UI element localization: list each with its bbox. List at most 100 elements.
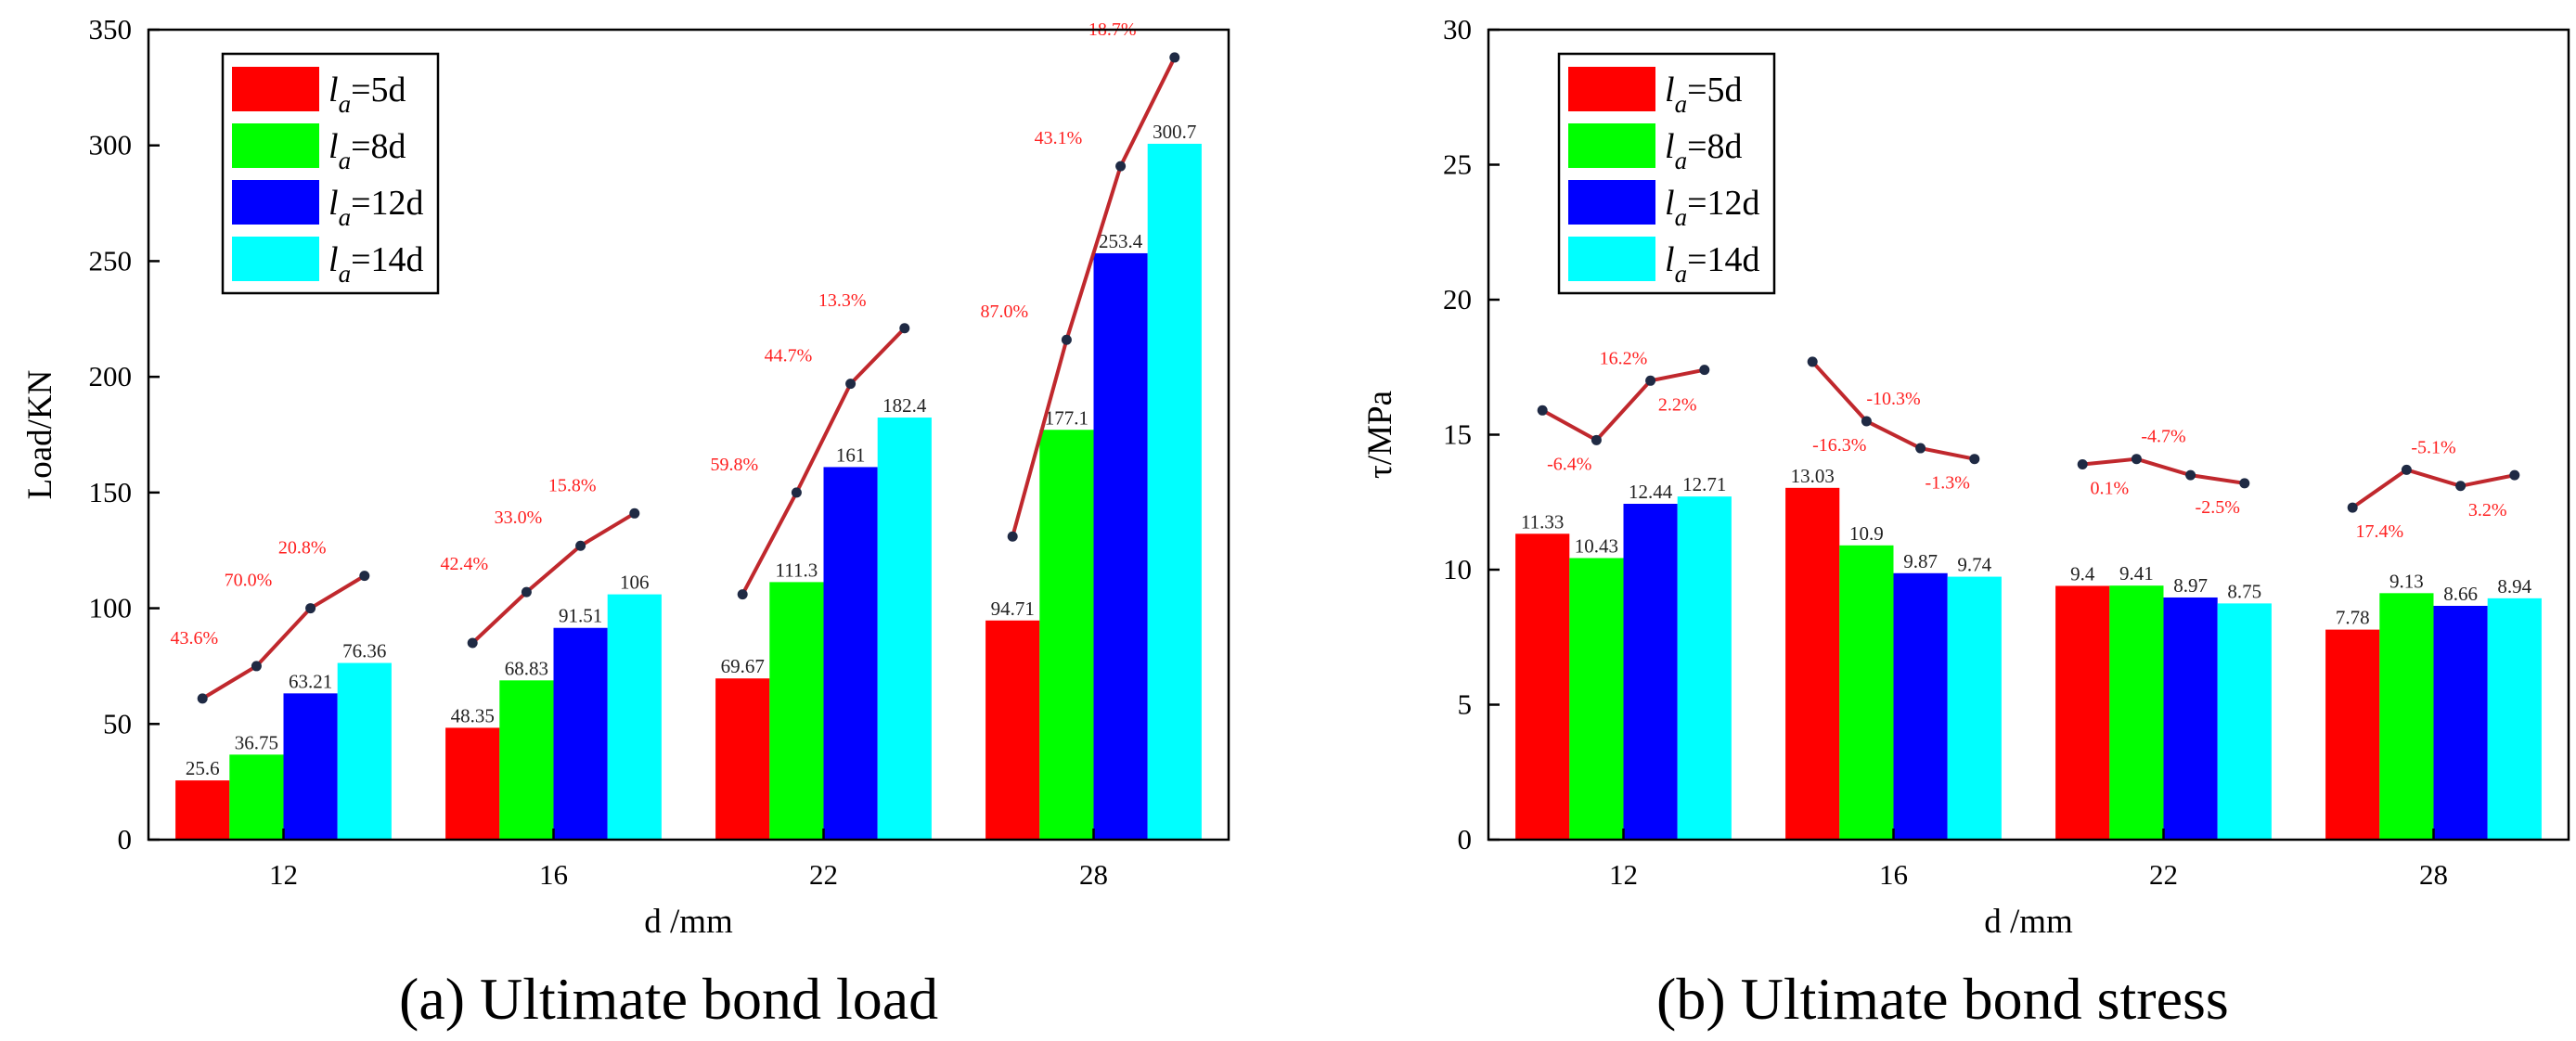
plot-frame bbox=[147, 28, 1230, 842]
increase-line-d22 bbox=[741, 327, 907, 596]
bar-value-label: 91.51 bbox=[559, 605, 602, 627]
bar-la-14d-d12 bbox=[337, 662, 392, 840]
y-axis-title: Load/KN bbox=[21, 370, 59, 500]
x-tick-label: 12 bbox=[1609, 858, 1638, 891]
bar-la-8d-d12 bbox=[229, 754, 284, 840]
bar-value-label: 177.1 bbox=[1045, 406, 1088, 429]
increase-line-d16 bbox=[1810, 360, 1976, 461]
increase-line-d28 bbox=[2351, 468, 2516, 509]
percent-label: 44.7% bbox=[765, 346, 813, 366]
increase-marker bbox=[197, 693, 208, 704]
bar-value-label: 69.67 bbox=[721, 655, 765, 677]
y-tick-label: 0 bbox=[1458, 823, 1473, 855]
bar-la-8d-d22 bbox=[2109, 585, 2164, 840]
caption-b: (b) Ultimate bond stress bbox=[1656, 966, 2229, 1032]
increase-marker bbox=[899, 323, 910, 334]
bar-value-label: 63.21 bbox=[289, 670, 332, 692]
x-axis-title: d /mm bbox=[644, 903, 733, 941]
increase-marker bbox=[359, 571, 370, 582]
legend-swatch-8d bbox=[1568, 123, 1655, 168]
legend-label: la=14d bbox=[1665, 240, 1760, 288]
bar-la-5d-d22 bbox=[2055, 585, 2110, 840]
percent-label: 15.8% bbox=[548, 475, 597, 495]
bar-la-5d-d16 bbox=[1785, 487, 1840, 840]
bar-la-14d-d16 bbox=[1947, 576, 2002, 840]
bar-la-12d-d16 bbox=[1893, 572, 1948, 840]
bar-value-label: 9.4 bbox=[2070, 562, 2095, 585]
bar-la-5d-d12 bbox=[175, 780, 230, 840]
increase-marker bbox=[2077, 459, 2088, 470]
increase-marker bbox=[845, 379, 857, 390]
increase-marker bbox=[575, 540, 586, 551]
legend-label: la=12d bbox=[328, 184, 424, 231]
x-tick-label: 28 bbox=[1079, 858, 1108, 891]
increase-marker bbox=[1699, 365, 1710, 376]
percent-label: 20.8% bbox=[278, 538, 327, 559]
x-tick-label: 16 bbox=[1879, 858, 1908, 891]
bar-value-label: 10.43 bbox=[1575, 534, 1618, 557]
increase-marker bbox=[251, 661, 262, 672]
legend: la=5d la=8d la=12d la=14d bbox=[1557, 52, 1776, 295]
bar-value-label: 300.7 bbox=[1153, 121, 1196, 143]
increase-line-d12 bbox=[1541, 367, 1706, 443]
bar-value-label: 94.71 bbox=[991, 598, 1035, 620]
bar-value-label: 8.66 bbox=[2443, 583, 2478, 605]
bar-value-label: 12.44 bbox=[1629, 481, 1673, 503]
increase-marker bbox=[1915, 443, 1926, 454]
legend-label: la=14d bbox=[328, 240, 424, 288]
bar-value-label: 9.74 bbox=[1957, 554, 1991, 576]
bar-la-12d-d22 bbox=[823, 467, 878, 840]
bar-la-14d-d22 bbox=[2217, 603, 2272, 840]
bar-value-label: 68.83 bbox=[505, 657, 548, 679]
bar-la-14d-d16 bbox=[607, 594, 662, 840]
percent-label: 3.2% bbox=[2468, 500, 2507, 520]
bar-la-8d-d16 bbox=[1839, 545, 1894, 840]
y-tick-label: 300 bbox=[89, 129, 133, 161]
bar-la-5d-d28 bbox=[2325, 629, 2380, 840]
bar-value-label: 9.13 bbox=[2389, 570, 2424, 592]
percent-label: -10.3% bbox=[1866, 389, 1920, 409]
increase-line-d12 bbox=[201, 573, 366, 700]
y-tick-label: 200 bbox=[89, 360, 133, 392]
percent-label: -6.4% bbox=[1547, 454, 1591, 474]
bar-value-label: 13.03 bbox=[1791, 465, 1835, 487]
percent-label: -5.1% bbox=[2411, 437, 2455, 457]
increase-marker bbox=[1061, 334, 1072, 345]
bar-la-8d-d28 bbox=[2379, 593, 2434, 840]
percent-label: 59.8% bbox=[710, 455, 758, 475]
legend-label: la=5d bbox=[328, 71, 406, 118]
percent-label: 16.2% bbox=[1600, 348, 1648, 368]
y-tick-label: 25 bbox=[1443, 148, 1472, 181]
y-tick-label: 20 bbox=[1443, 283, 1472, 315]
legend-label: la=5d bbox=[1665, 71, 1743, 118]
increase-line-d28 bbox=[1011, 57, 1177, 537]
percent-label: 87.0% bbox=[980, 302, 1028, 322]
percent-label: -4.7% bbox=[2141, 427, 2185, 447]
bar-la-5d-d28 bbox=[985, 620, 1040, 840]
bar-value-label: 9.87 bbox=[1903, 550, 1938, 572]
percent-label: 42.4% bbox=[440, 554, 488, 574]
bar-la-12d-d12 bbox=[1623, 503, 1678, 840]
percent-label: -16.3% bbox=[1812, 435, 1866, 456]
percent-label: 13.3% bbox=[818, 290, 867, 311]
increase-marker bbox=[1807, 356, 1818, 367]
increase-marker bbox=[467, 637, 478, 649]
percent-label: 17.4% bbox=[2355, 521, 2403, 542]
y-tick-label: 15 bbox=[1443, 418, 1472, 451]
y-tick-label: 10 bbox=[1443, 553, 1472, 585]
chart-panel-stress: 11.33 13.03 9.4 7.78 10.43 10.9 9.41 9.13 12.44 9… bbox=[1361, 13, 2570, 941]
bar-la-12d-d22 bbox=[2163, 597, 2218, 840]
bar-la-5d-d12 bbox=[1515, 533, 1570, 840]
bar-la-12d-d16 bbox=[553, 627, 608, 840]
y-axis-title: τ/MPa bbox=[1361, 391, 1399, 479]
increase-marker bbox=[305, 603, 316, 614]
caption-a: (a) Ultimate bond load bbox=[399, 966, 939, 1032]
x-tick-label: 22 bbox=[809, 858, 838, 891]
bar-la-14d-d12 bbox=[1677, 496, 1732, 840]
percent-label: 33.0% bbox=[495, 508, 543, 528]
increase-marker bbox=[2131, 454, 2142, 465]
bar-value-label: 7.78 bbox=[2336, 607, 2370, 629]
increase-marker bbox=[2455, 481, 2467, 492]
x-axis-title: d /mm bbox=[1984, 903, 2073, 941]
